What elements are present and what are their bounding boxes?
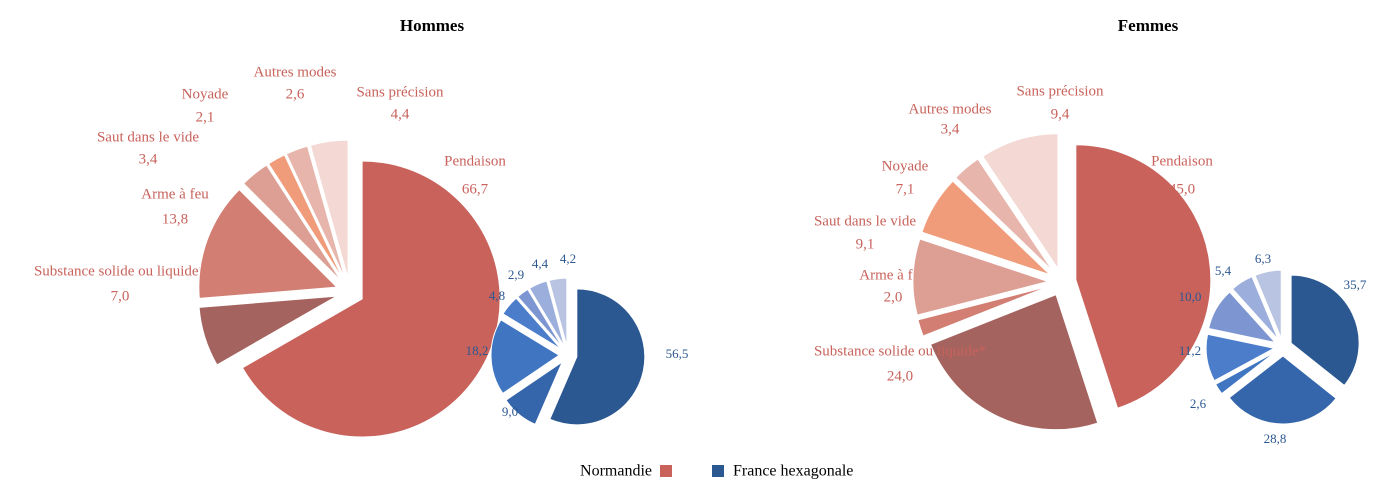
slice-category-label: Saut dans le vide — [814, 213, 916, 229]
pie-slice — [1290, 274, 1360, 387]
pie-slice — [505, 360, 564, 425]
pie-slice — [982, 133, 1059, 271]
pie-slice — [242, 164, 342, 282]
slice-category-label: Substance solide ou liquide* — [814, 343, 986, 359]
pie-slice — [1228, 355, 1337, 425]
slice-value-label: 24,0 — [887, 368, 913, 384]
slice-value-label: 45,0 — [1169, 181, 1195, 197]
slice-category-label: Saut dans le vide — [97, 129, 199, 145]
slice-value-label: 3,4 — [941, 121, 960, 137]
pie-slice — [285, 145, 346, 280]
slice-value-label: 4,4 — [391, 106, 410, 122]
slice-value-label: 2,9 — [508, 267, 524, 282]
slice-category-label: Noyade — [182, 86, 229, 102]
slice-value-label: 35,7 — [1344, 277, 1367, 292]
slice-category-label: Sans précision — [1016, 83, 1104, 99]
legend-swatch — [712, 465, 724, 477]
slice-value-label: 7,0 — [111, 288, 130, 304]
pie-slice — [549, 288, 646, 426]
slice-value-label: 28,8 — [1264, 431, 1287, 446]
pie-slice — [309, 139, 349, 279]
slice-value-label: 6,3 — [1255, 251, 1271, 266]
pie-slice — [955, 158, 1054, 272]
pie-slice — [490, 319, 560, 395]
pie-slice — [241, 160, 501, 438]
slice-category-label: Arme à feu — [141, 186, 209, 202]
slice-category-label: Arme à feu — [859, 267, 927, 283]
slice-value-label: 10,0 — [1179, 289, 1202, 304]
panel-title: Hommes — [400, 16, 465, 35]
pie-slice — [198, 295, 337, 366]
slice-value-label: 2,1 — [196, 109, 215, 125]
slice-value-label: 4,2 — [560, 251, 576, 266]
slice-value-label: 2,6 — [286, 86, 305, 102]
slice-value-label: 9,4 — [1051, 106, 1070, 122]
pie-slice — [1231, 276, 1279, 340]
slice-category-label: Autres modes — [909, 101, 992, 117]
pie-slice — [1075, 144, 1212, 409]
slice-category-label: Pendaison — [1151, 153, 1213, 169]
pie-slice — [917, 285, 1049, 337]
legend-label: France hexagonale — [733, 463, 853, 480]
legend-label: Normandie — [580, 463, 652, 480]
slice-value-label: 13,8 — [162, 211, 188, 227]
legend-swatch — [660, 465, 672, 477]
slice-value-label: 4,4 — [532, 256, 549, 271]
pie-slice — [1214, 351, 1276, 395]
pie-slice — [198, 188, 338, 299]
pie-slice — [1254, 269, 1282, 339]
slice-value-label: 4,8 — [489, 288, 505, 303]
slice-category-label: Noyade — [882, 158, 929, 174]
pie-slice — [912, 238, 1050, 316]
slice-value-label: 2,0 — [884, 289, 903, 305]
slice-value-label: 5,4 — [1215, 263, 1232, 278]
slice-category-label: Autres modes — [254, 64, 337, 80]
slice-category-label: Pendaison — [444, 153, 506, 169]
slice-category-label: Sans précision — [356, 84, 444, 100]
panel-title: Femmes — [1118, 16, 1179, 35]
legend: Normandie France hexagonale — [580, 463, 853, 480]
slice-value-label: 18,2 — [466, 343, 489, 358]
slice-value-label: 9,0 — [502, 404, 518, 419]
slice-value-label: 7,1 — [896, 181, 915, 197]
pie-slice — [921, 180, 1051, 276]
slice-value-label: 56,5 — [666, 346, 689, 361]
pie-slice — [517, 288, 564, 349]
slice-value-label: 11,2 — [1179, 343, 1201, 358]
slice-value-label: 9,1 — [856, 236, 875, 252]
pie-slice — [528, 280, 565, 347]
slice-value-label: 3,4 — [139, 151, 158, 167]
pie-slice — [267, 154, 344, 281]
pie-slice — [1205, 333, 1276, 382]
slice-category-label: Substance solide ou liquide* — [34, 263, 206, 279]
pie-slice — [1208, 291, 1277, 344]
slice-value-label: 66,7 — [462, 181, 489, 197]
pie-slice — [548, 277, 568, 347]
pie-slice — [502, 297, 562, 350]
slice-value-label: 2,6 — [1190, 396, 1207, 411]
pie-slice — [929, 294, 1099, 431]
